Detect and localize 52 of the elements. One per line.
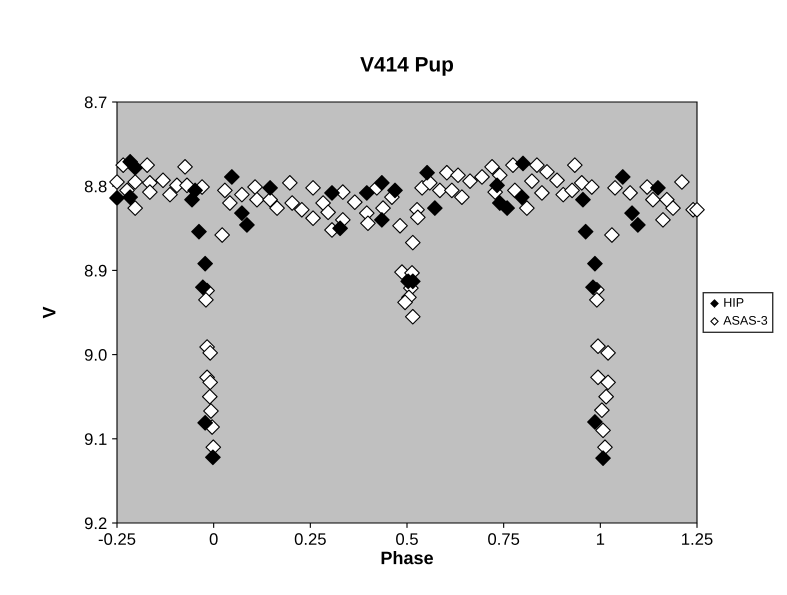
point: [650, 180, 666, 196]
point: [595, 450, 611, 466]
point: [205, 449, 221, 466]
point: [489, 178, 505, 194]
point: [624, 205, 640, 221]
y-tick-label: 9.2: [84, 517, 106, 530]
x-tick-label: 1: [596, 533, 604, 545]
point: [578, 224, 594, 240]
legend-label: ASAS-3: [723, 316, 768, 325]
point: [122, 189, 138, 205]
x-tick-label: 0: [210, 533, 218, 545]
y-axis-title: V: [42, 306, 56, 318]
point: [197, 414, 213, 431]
point: [387, 182, 403, 198]
legend-label: HIP: [724, 298, 744, 307]
point: [515, 156, 531, 172]
point: [587, 256, 603, 272]
point: [109, 190, 125, 206]
point: [427, 200, 443, 216]
point: [374, 212, 390, 228]
point: [514, 189, 530, 205]
x-tick-label: -0.25: [98, 533, 136, 545]
point: [419, 164, 435, 181]
point: [374, 174, 390, 191]
y-tick-label: 9.0: [84, 349, 107, 361]
y-tick-label: 8.7: [84, 96, 106, 108]
point: [262, 180, 278, 196]
point: [195, 279, 211, 296]
point: [187, 182, 203, 198]
point: [575, 192, 591, 208]
point: [239, 217, 255, 233]
point: [324, 185, 340, 201]
point: [630, 217, 646, 233]
point: [587, 414, 603, 430]
y-tick-label: 8.8: [84, 180, 107, 192]
point: [197, 256, 213, 272]
x-axis-title: Phase: [382, 551, 433, 564]
chart-title: V414 Pup: [360, 57, 454, 76]
point: [358, 185, 375, 201]
point: [332, 220, 348, 236]
point: [224, 169, 240, 185]
point: [234, 205, 250, 221]
y-tick-label: 9.1: [84, 433, 106, 446]
point: [614, 169, 631, 185]
y-tick-label: 8.9: [84, 264, 106, 277]
x-tick-label: 0.75: [488, 533, 520, 545]
x-tick-label: 1.25: [682, 533, 713, 545]
point: [585, 279, 601, 296]
point: [499, 200, 515, 216]
point: [191, 224, 207, 240]
x-tick-label: 0.5: [396, 533, 418, 545]
x-tick-label: 0.25: [294, 533, 326, 545]
